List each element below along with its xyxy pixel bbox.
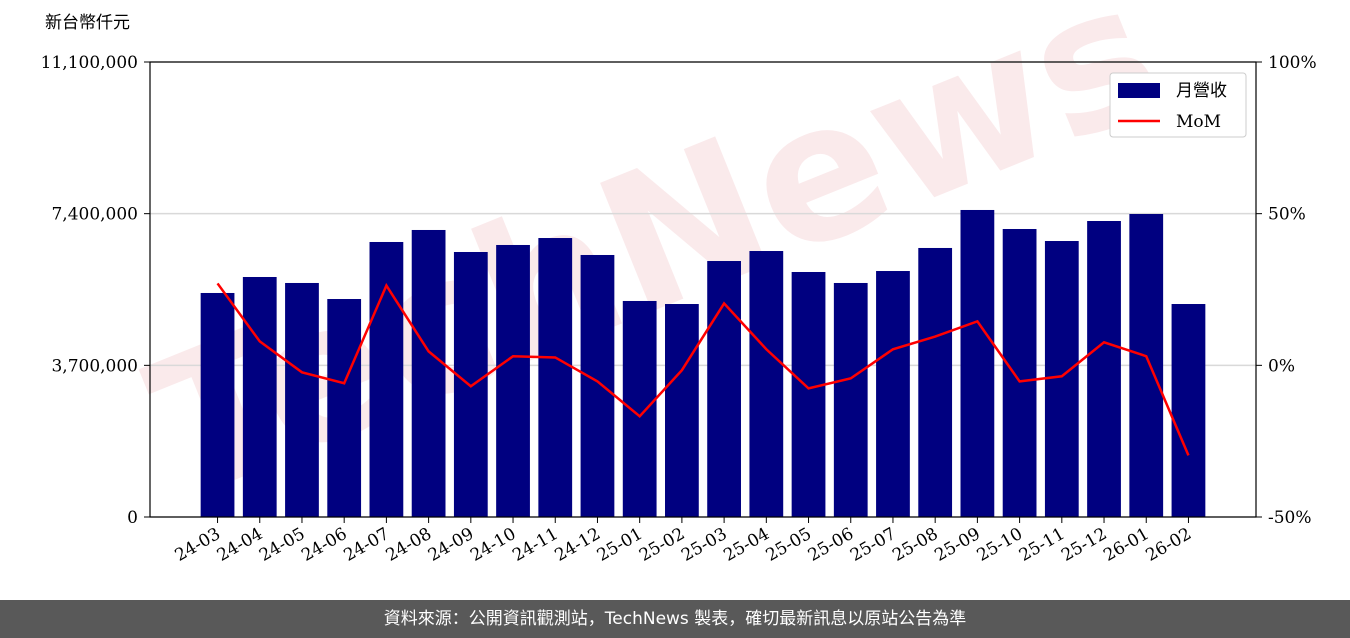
y2-tick-label: 0% [1268,356,1295,376]
legend-swatch [1118,83,1160,98]
bar [411,229,446,517]
y-tick-label: 0 [127,508,138,528]
bar [707,261,741,517]
plot-frame [149,61,1257,518]
legend-label: 月營收 [1176,81,1227,101]
y2-tick-label: 50% [1268,205,1306,225]
x-tick-label: 24-03 [172,524,224,566]
x-tick-label: 26-01 [1100,524,1152,566]
bar [538,238,573,517]
x-tick-label: 24-09 [425,524,477,566]
bar [496,244,530,518]
mom-line [216,282,1190,456]
bar [453,251,488,518]
x-tick-label: 25-09 [931,524,983,566]
x-tick-label: 24-08 [383,524,435,566]
x-tick-label: 25-10 [974,524,1026,566]
bar [918,247,953,517]
x-tick-label: 25-06 [805,524,857,566]
x-tick-label: 25-02 [636,524,688,566]
bar [285,282,319,517]
y-tick-label: 11,100,000 [41,53,138,73]
bar [833,282,868,517]
x-tick-label: 24-05 [256,524,308,566]
x-tick-label: 25-07 [847,524,899,566]
y-tick-label: 3,700,000 [51,356,138,376]
bar [242,276,277,517]
x-tick-label: 24-10 [467,524,519,566]
bar [791,271,826,517]
bar [200,292,235,517]
bar [1129,213,1164,517]
x-tick-label: 25-03 [678,524,730,566]
bar [1171,304,1206,517]
bar [1044,241,1079,517]
x-tick-label: 24-11 [509,524,561,566]
x-tick-label: 24-07 [340,524,392,566]
x-tick-label: 25-05 [763,524,815,566]
y-axis-title: 新台幣仟元 [45,13,130,33]
x-tick-label: 26-02 [1143,524,1195,566]
y2-tick-label: 100% [1268,53,1317,73]
bar [960,209,995,517]
chart: 新台幣仟元 TechNews03,700,0007,400,00011,100,… [41,0,1317,566]
x-tick-label: 24-06 [298,524,350,566]
x-tick-label: 25-12 [1058,524,1110,566]
bar [580,254,615,517]
x-tick-label: 25-08 [889,524,941,566]
bar [327,299,362,517]
bar [1002,228,1037,517]
bar [622,300,657,517]
legend-label: MoM [1176,112,1221,132]
x-tick-label: 25-11 [1016,524,1068,566]
bar [749,251,784,517]
bar [1087,221,1121,517]
source-footer: 資料來源：公開資訊觀測站，TechNews 製表，確切最新訊息以原站公告為準 [0,600,1350,638]
x-tick-label: 25-04 [720,524,772,566]
bar [876,271,910,517]
x-tick-label: 25-01 [594,524,646,566]
bar [665,304,699,517]
y2-tick-label: -50% [1268,508,1312,528]
x-tick-label: 24-12 [552,524,604,566]
y-tick-label: 7,400,000 [51,205,138,225]
